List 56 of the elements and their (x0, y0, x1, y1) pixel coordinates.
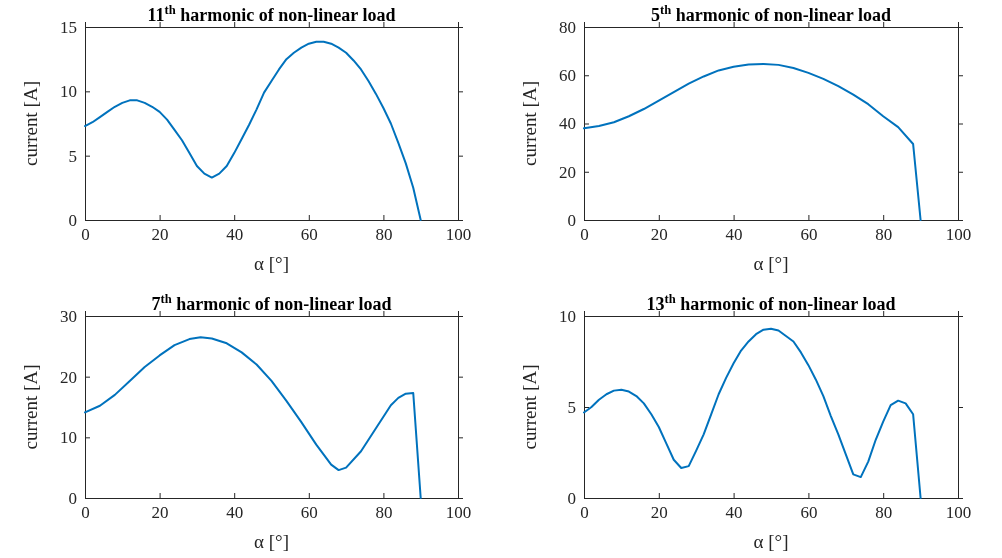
y-tick-label: 80 (559, 17, 576, 37)
y-tick-label: 0 (567, 488, 576, 508)
x-tick-label: 80 (375, 225, 393, 245)
y-tick-label: 60 (559, 66, 576, 86)
y-tick-label: 20 (60, 367, 77, 387)
x-tick-label: 20 (650, 503, 668, 523)
y-tick-label: 5 (68, 146, 77, 166)
x-tick-label: 20 (151, 503, 169, 523)
x-tick-label: 100 (945, 503, 972, 523)
x-tick-label: 0 (81, 503, 90, 523)
x-tick-label: 40 (226, 225, 244, 245)
x-tick-label: 40 (725, 503, 743, 523)
y-tick-label: 15 (60, 17, 77, 37)
x-axis-title: α [°] (254, 253, 289, 274)
y-tick-label: 20 (559, 162, 576, 182)
x-tick-label: 100 (445, 503, 472, 523)
x-tick-label: 40 (725, 225, 743, 245)
x-axis-title: α [°] (254, 531, 289, 552)
y-tick-label: 10 (60, 82, 77, 102)
x-tick-label: 80 (875, 225, 893, 245)
x-axis-title: α [°] (753, 253, 789, 274)
x-tick-label: 60 (300, 225, 318, 245)
y-axis-title: current [A] (519, 364, 540, 450)
x-tick-label: 80 (375, 503, 393, 523)
x-tick-label: 80 (875, 503, 893, 523)
y-tick-label: 10 (60, 428, 77, 448)
y-tick-label: 0 (567, 210, 576, 230)
x-tick-label: 20 (151, 225, 169, 245)
chart-title: 11$^{th}$ harmonic of non-linear load (147, 3, 396, 25)
y-tick-label: 5 (567, 397, 576, 417)
x-tick-label: 0 (81, 225, 90, 245)
x-tick-label: 60 (800, 503, 818, 523)
y-axis-title: current [A] (519, 81, 540, 166)
y-tick-label: 0 (68, 488, 77, 508)
y-tick-label: 0 (68, 210, 77, 230)
y-axis-title: current [A] (20, 81, 41, 166)
x-tick-label: 60 (800, 225, 818, 245)
x-axis-title: α [°] (753, 531, 789, 552)
x-tick-label: 100 (945, 225, 972, 245)
line-series (84, 40, 422, 221)
line-series (583, 327, 922, 499)
x-tick-label: 40 (226, 503, 244, 523)
y-axis-title: current [A] (20, 364, 41, 450)
y-tick-label: 40 (559, 114, 576, 134)
x-tick-label: 20 (650, 225, 668, 245)
chart-title: 13$^{th}$ harmonic of non-linear load (646, 292, 896, 314)
y-tick-label: 10 (559, 306, 576, 326)
x-tick-label: 0 (580, 503, 589, 523)
x-tick-label: 60 (300, 503, 318, 523)
x-tick-label: 100 (445, 225, 472, 245)
chart-title: 5$^{th}$ harmonic of non-linear load (651, 3, 891, 25)
chart-title: 7$^{th}$ harmonic of non-linear load (151, 292, 392, 314)
line-series (84, 336, 422, 499)
y-tick-label: 30 (60, 306, 77, 326)
x-tick-label: 0 (580, 225, 589, 245)
line-series (583, 62, 922, 221)
